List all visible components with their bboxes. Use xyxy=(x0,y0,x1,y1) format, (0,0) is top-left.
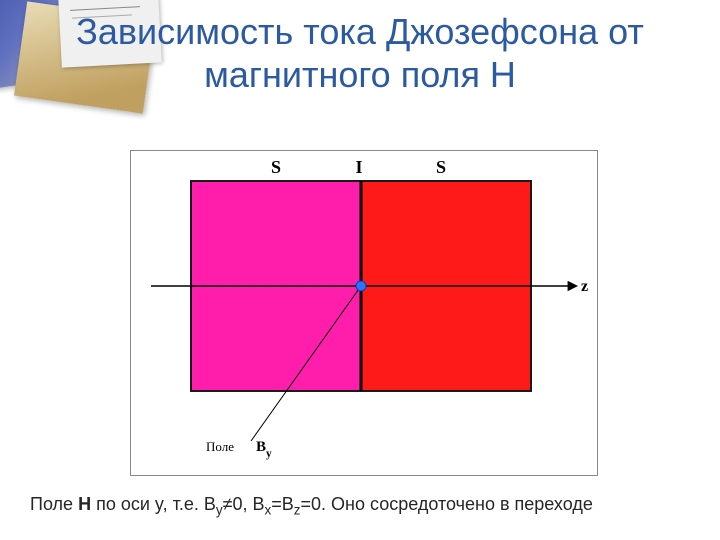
caption-mid1: ≠0, B xyxy=(223,494,265,514)
caption-sub3: z xyxy=(294,503,301,518)
caption-sub1: y xyxy=(216,503,223,518)
josephson-diagram: z S I S Поле By xyxy=(130,150,598,476)
svg-text:S: S xyxy=(436,157,446,177)
caption-prefix: Поле xyxy=(30,494,78,514)
caption-text: Поле H по оси y, т.е. By≠0, Bx=Bz=0. Оно… xyxy=(30,494,690,518)
svg-text:S: S xyxy=(271,157,281,177)
svg-text:By: By xyxy=(256,439,272,460)
svg-text:Поле: Поле xyxy=(206,439,234,454)
caption-rest: по оси y, т.е. B xyxy=(91,494,216,514)
slide-title: Зависимость тока Джозефсона от магнитног… xyxy=(0,10,720,96)
svg-text:I: I xyxy=(355,157,362,177)
caption-end: =0. Оно сосредоточено в переходе xyxy=(301,494,593,514)
svg-text:z: z xyxy=(581,278,588,295)
caption-bold: H xyxy=(78,494,91,514)
caption-mid2: =B xyxy=(271,494,294,514)
